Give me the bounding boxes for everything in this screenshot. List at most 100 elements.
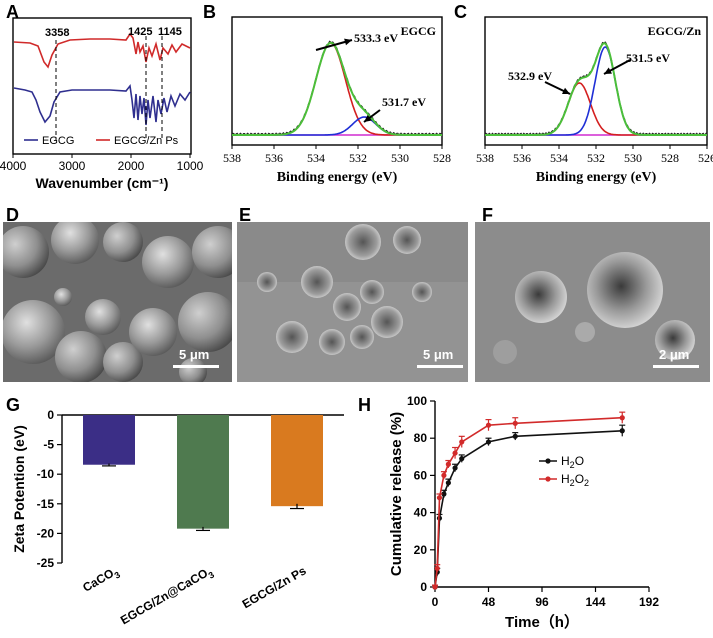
ftir-x-tick-label: 3000 bbox=[59, 159, 86, 173]
xps-egcg-x-tick-label: 530 bbox=[391, 151, 409, 165]
scale-bar-d-line bbox=[173, 365, 219, 368]
zeta-bar bbox=[83, 415, 135, 465]
xps-egcg-zn-title: EGCG/Zn bbox=[648, 24, 702, 38]
release-line-chart: 0 20 40 60 80 100 0 48 96 144 192 H2O H2O2 Time（h） Cum… bbox=[388, 394, 659, 631]
ftir-chart: 3358 1425 1145 EGCG EGCG/Zn Ps 4000 3000 2… bbox=[0, 17, 204, 191]
panel-label-b: B bbox=[203, 2, 216, 22]
panel-label-a: A bbox=[6, 2, 19, 22]
release-data-point bbox=[459, 456, 465, 462]
ftir-x-tick-label: 2000 bbox=[118, 159, 145, 173]
release-x-tick-label: 96 bbox=[535, 595, 549, 609]
release-data-point bbox=[512, 433, 518, 439]
release-data-point bbox=[432, 584, 438, 590]
ftir-x-tick-label: 1000 bbox=[177, 159, 204, 173]
release-y-tick-label: 20 bbox=[414, 543, 428, 557]
release-y-tick-label: 60 bbox=[414, 468, 428, 482]
xps-egcg-zn-x-tick-label: 536 bbox=[513, 151, 531, 165]
xps-egcg-zn-peak-label-2: 531.5 eV bbox=[626, 51, 670, 65]
xps-egcg-peak-label-2: 531.7 eV bbox=[382, 95, 426, 109]
ftir-x-label: Wavenumber (cm⁻¹) bbox=[36, 175, 169, 191]
zeta-bar bbox=[271, 415, 323, 507]
xps-egcg-zn-arrow-1-head bbox=[562, 87, 570, 95]
zeta-y-tick-label: -10 bbox=[37, 467, 55, 481]
release-data-point bbox=[485, 439, 492, 445]
ftir-frame bbox=[12, 17, 192, 155]
xps-egcg-zn-x-tick-label: 530 bbox=[624, 151, 642, 165]
xps-egcg-zn-raw-curve bbox=[484, 41, 708, 136]
zeta-y-tick-label: -5 bbox=[43, 438, 54, 452]
xps-egcg-zn-chart: 538 536 534 532 530 528 526 Binding energy (eV)… bbox=[476, 16, 713, 185]
zeta-category-label: CaCO3 bbox=[80, 563, 122, 597]
panel-label-c: C bbox=[454, 2, 467, 22]
zeta-y-tick-label: -25 bbox=[37, 556, 55, 570]
release-x-tick-label: 192 bbox=[639, 595, 659, 609]
xps-egcg-zn-x-tick-label: 538 bbox=[476, 151, 494, 165]
scale-bar-e-label: 5 μm bbox=[423, 347, 454, 362]
scale-bar-f-line bbox=[653, 365, 699, 368]
release-x-tick-label: 144 bbox=[585, 595, 605, 609]
panel-label-g: G bbox=[6, 395, 21, 415]
release-series-line bbox=[434, 416, 623, 588]
release-y-label: Cumulative release (%) bbox=[388, 412, 405, 576]
release-series-line bbox=[434, 430, 623, 588]
release-legend-label: H2O bbox=[561, 454, 584, 470]
ftir-x-ticks: 4000 3000 2000 1000 bbox=[0, 154, 204, 173]
xps-egcg-zn-arrow-2-head bbox=[604, 67, 612, 74]
xps-egcg-x-tick-label: 534 bbox=[307, 151, 325, 165]
ftir-curve-egcg-zn bbox=[13, 32, 191, 69]
xps-egcg-x-tick-label: 532 bbox=[349, 151, 367, 165]
xps-egcg-zn-x-tick-label: 526 bbox=[698, 151, 713, 165]
release-data-point bbox=[434, 565, 440, 571]
release-y-tick-label: 80 bbox=[414, 431, 428, 445]
panel-label-d: D bbox=[6, 205, 19, 225]
release-y-tick-label: 40 bbox=[414, 506, 428, 520]
panel-label-h: H bbox=[358, 395, 371, 415]
xps-egcg-peak-label-1: 533.3 eV bbox=[354, 31, 398, 45]
release-data-point bbox=[436, 495, 443, 501]
ftir-legend-egcg-zn: EGCG/Zn Ps bbox=[114, 135, 179, 147]
release-data-point bbox=[452, 465, 458, 471]
xps-egcg-zn-envelope-curve bbox=[485, 42, 707, 136]
release-x-label: Time（h） bbox=[505, 613, 579, 631]
ftir-annotation-3358: 3358 bbox=[45, 27, 69, 39]
release-x-tick-label: 48 bbox=[482, 595, 496, 609]
panel-label-e: E bbox=[239, 205, 252, 225]
release-y-tick-label: 0 bbox=[420, 580, 427, 594]
release-data-point bbox=[441, 472, 447, 478]
release-legend-label: H2O2 bbox=[561, 472, 589, 488]
scale-bar-e-line bbox=[417, 365, 463, 368]
xps-egcg-zn-x-label: Binding energy (eV) bbox=[536, 170, 657, 185]
zeta-y-tick-label: -20 bbox=[37, 526, 55, 540]
ftir-annotation-1425: 1425 bbox=[128, 26, 152, 38]
zeta-bar bbox=[177, 415, 229, 529]
release-data-point bbox=[445, 461, 451, 467]
release-data-point bbox=[619, 415, 625, 421]
ftir-x-tick-label: 4000 bbox=[0, 159, 27, 173]
panel-label-f: F bbox=[482, 205, 493, 225]
zeta-y-tick-label: 0 bbox=[47, 408, 54, 422]
ftir-legend-egcg: EGCG bbox=[42, 135, 74, 147]
release-x-tick-label: 0 bbox=[432, 595, 439, 609]
xps-egcg-frame bbox=[231, 16, 443, 146]
scale-bar-d-label: 5 μm bbox=[179, 347, 210, 362]
xps-egcg-arrow-2-head bbox=[364, 114, 372, 122]
release-data-point bbox=[452, 450, 458, 456]
release-data-point bbox=[445, 480, 451, 486]
release-data-point bbox=[619, 428, 625, 434]
xps-egcg-x-label: Binding energy (eV) bbox=[277, 170, 398, 185]
release-data-point bbox=[512, 420, 518, 426]
sem-image-d: 5 μm bbox=[3, 222, 232, 382]
zeta-category-label: EGCG/Zn Ps bbox=[240, 563, 309, 611]
ftir-annotation-1145: 1145 bbox=[158, 26, 182, 38]
xps-egcg-zn-x-tick-label: 532 bbox=[587, 151, 605, 165]
xps-egcg-zn-peak-curve bbox=[485, 82, 707, 136]
release-data-point bbox=[459, 439, 465, 445]
xps-egcg-envelope-curve bbox=[232, 41, 442, 136]
xps-egcg-zn-peak-label-1: 532.9 eV bbox=[508, 69, 552, 83]
release-legend-marker bbox=[545, 476, 551, 482]
release-data-point bbox=[441, 491, 447, 497]
xps-egcg-zn-x-tick-label: 528 bbox=[661, 151, 679, 165]
sem-image-e: 5 μm bbox=[237, 222, 468, 382]
zeta-y-label: Zeta Potention (eV) bbox=[11, 425, 27, 553]
